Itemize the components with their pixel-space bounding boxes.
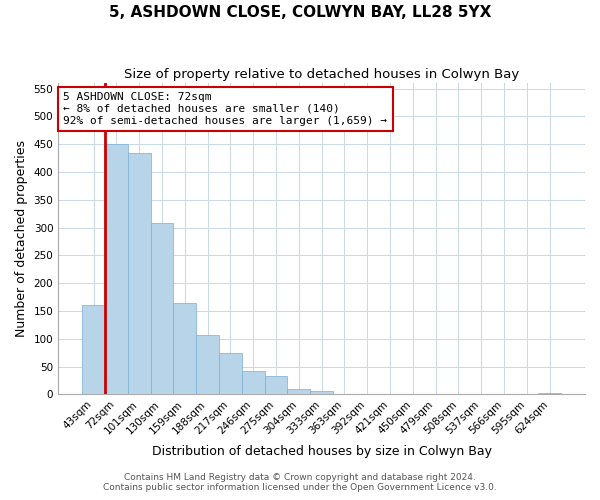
- Bar: [310, 390, 333, 394]
- Bar: [242, 370, 265, 394]
- Bar: [82, 306, 105, 394]
- Bar: [538, 393, 561, 394]
- Title: Size of property relative to detached houses in Colwyn Bay: Size of property relative to detached ho…: [124, 68, 519, 80]
- Y-axis label: Number of detached properties: Number of detached properties: [15, 140, 28, 338]
- Text: 5, ASHDOWN CLOSE, COLWYN BAY, LL28 5YX: 5, ASHDOWN CLOSE, COLWYN BAY, LL28 5YX: [109, 5, 491, 20]
- Text: 5 ASHDOWN CLOSE: 72sqm
← 8% of detached houses are smaller (140)
92% of semi-det: 5 ASHDOWN CLOSE: 72sqm ← 8% of detached …: [64, 92, 388, 126]
- Bar: [173, 302, 196, 394]
- Bar: [219, 352, 242, 395]
- Bar: [105, 144, 128, 395]
- Bar: [196, 335, 219, 394]
- X-axis label: Distribution of detached houses by size in Colwyn Bay: Distribution of detached houses by size …: [152, 444, 491, 458]
- Text: Contains HM Land Registry data © Crown copyright and database right 2024.
Contai: Contains HM Land Registry data © Crown c…: [103, 473, 497, 492]
- Bar: [265, 376, 287, 394]
- Bar: [151, 223, 173, 394]
- Bar: [287, 389, 310, 394]
- Bar: [128, 152, 151, 394]
